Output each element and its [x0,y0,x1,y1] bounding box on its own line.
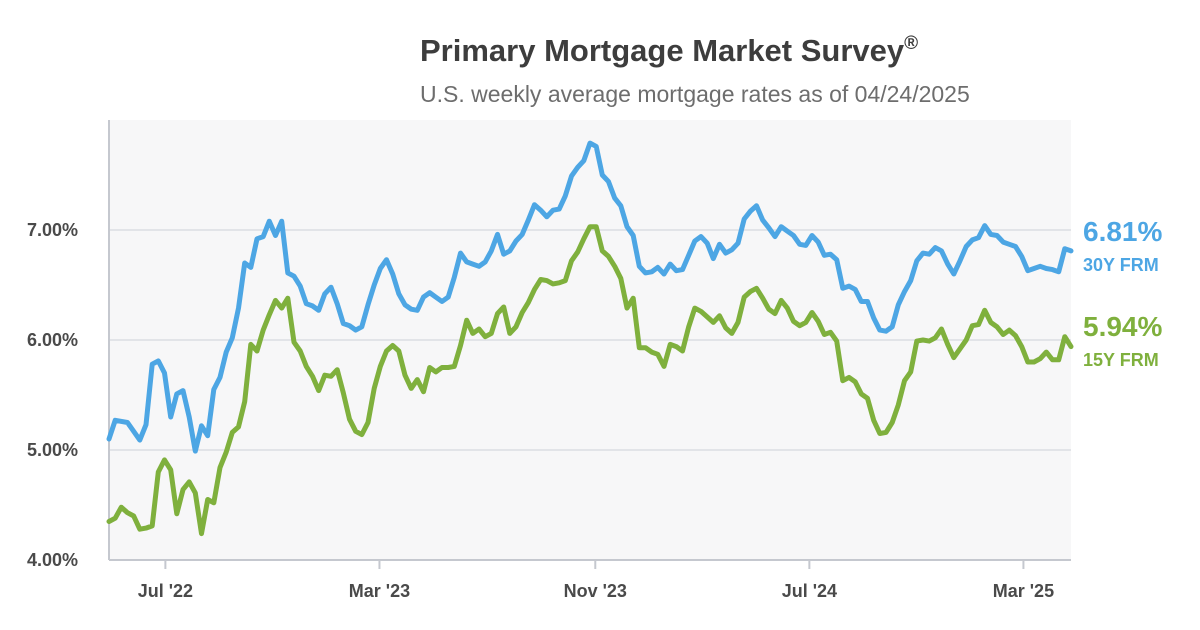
y-axis-ticks: 4.00% 5.00% 6.00% 7.00% [27,220,78,570]
chart-title-text: Primary Mortgage Market Survey [420,33,905,68]
series-name-label: 30Y FRM [1083,255,1159,275]
series-lines [106,140,1074,537]
series-name-label: 15Y FRM [1083,350,1159,370]
series-line-15y [106,224,1074,537]
y-tick-label: 6.00% [27,330,78,350]
registered-mark: ® [904,33,918,54]
x-tick-label: Mar '23 [349,581,410,601]
end-labels: 6.81% 30Y FRM 5.94% 15Y FRM [1083,216,1162,370]
y-tick-label: 5.00% [27,440,78,460]
x-tick-label: Mar '25 [993,581,1054,601]
series-end-value: 5.94% [1083,311,1162,342]
series-end-value: 6.81% [1083,216,1162,247]
series-line-30y [106,140,1074,454]
chart-subtitle: U.S. weekly average mortgage rates as of… [420,81,970,107]
y-tick-label: 4.00% [27,550,78,570]
x-tick-label: Nov '23 [564,581,627,601]
y-tick-label: 7.00% [27,220,78,240]
x-tick-label: Jul '24 [782,581,837,601]
x-axis-ticks: Jul '22 Mar '23 Nov '23 Jul '24 Mar '25 [138,560,1054,601]
chart-title: Primary Mortgage Market Survey® [420,33,918,68]
x-tick-label: Jul '22 [138,581,193,601]
